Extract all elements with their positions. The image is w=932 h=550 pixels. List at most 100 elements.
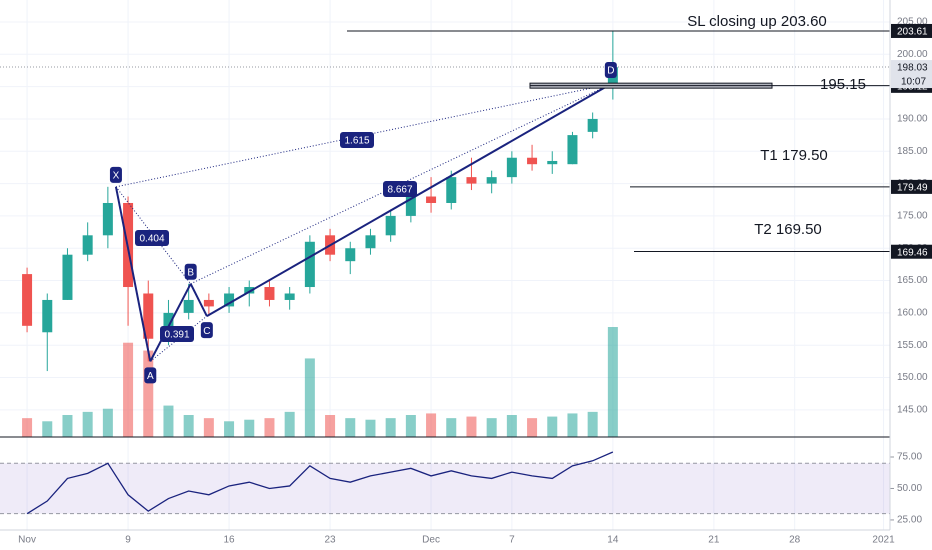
volume-bar: [22, 418, 33, 437]
x-tick-label: Nov: [18, 535, 36, 546]
ratio-label: 0.391: [164, 330, 189, 341]
pattern-leg: [206, 83, 612, 317]
volume-bar: [405, 415, 416, 437]
volume-bar: [224, 421, 235, 437]
candle-body: [102, 202, 113, 236]
price-label: 169.46: [897, 247, 928, 258]
volume-bar: [163, 405, 174, 437]
candle-body: [284, 293, 295, 300]
ratio-box: [135, 230, 169, 246]
volume-bar: [123, 342, 134, 437]
pattern-point-label: B: [187, 267, 194, 278]
candle-body: [587, 118, 598, 132]
volume-bar: [607, 327, 618, 437]
pattern-point-box: [109, 166, 122, 183]
level-text: 195.15: [820, 76, 866, 93]
volume-bar: [587, 411, 598, 437]
pattern-leg: [114, 186, 152, 362]
ratio-label: 8.667: [387, 185, 412, 196]
pattern-leg: [189, 283, 208, 317]
volume-bar: [385, 418, 396, 437]
y-tick-label: 155.00: [897, 340, 928, 351]
ratio-box: [340, 132, 374, 148]
rsi-line: [26, 451, 614, 515]
volume-bar: [42, 421, 53, 437]
y-tick-label: 160.00: [897, 308, 928, 319]
candle-body: [143, 293, 154, 339]
volume-bar: [82, 411, 93, 437]
pattern-point-box: [144, 367, 157, 384]
candle-body: [82, 235, 93, 255]
volume-bar: [426, 413, 437, 437]
pattern-point-box: [604, 62, 617, 79]
rsi-band: [0, 463, 890, 514]
y-tick-label: 175.00: [897, 211, 928, 222]
rsi-tick-label: 75.00: [897, 452, 922, 463]
volume-bar: [446, 418, 457, 437]
volume-bar: [244, 419, 255, 437]
x-tick-label: 2021: [872, 535, 895, 546]
volume-bar: [547, 416, 558, 437]
x-tick-label: 23: [325, 535, 337, 546]
x-tick-label: Dec: [422, 535, 440, 546]
rsi-tick-label: 50.00: [897, 483, 922, 494]
volume-bar: [183, 415, 194, 437]
candle-body: [244, 287, 255, 294]
volume-bar: [506, 415, 517, 437]
volume-bar: [567, 413, 578, 437]
pattern-point-label: A: [147, 371, 154, 382]
candle-body: [304, 241, 315, 288]
candle-body: [42, 299, 53, 333]
candle-body: [203, 299, 214, 307]
volume-bar: [527, 418, 538, 437]
pattern-leg: [149, 283, 192, 362]
candle-body: [365, 235, 376, 249]
volume-bar: [143, 350, 154, 437]
volume-bar: [304, 358, 315, 437]
x-tick-label: 7: [509, 535, 515, 546]
last-price-label: 198.03: [897, 63, 928, 74]
candle-body: [547, 160, 558, 165]
y-tick-label: 185.00: [897, 146, 928, 157]
y-tick-label: 190.00: [897, 114, 928, 125]
level-text: T2 169.50: [754, 221, 822, 238]
volume-bar: [264, 418, 275, 437]
price-label: 203.61: [897, 27, 928, 38]
volume-bar: [325, 415, 336, 437]
candle-body: [446, 177, 457, 203]
volume-bar: [466, 416, 477, 437]
pattern-point-label: C: [203, 326, 210, 337]
y-tick-label: 145.00: [897, 404, 928, 415]
candle-body: [345, 248, 356, 262]
candle-body: [183, 299, 194, 313]
last-price-box: [891, 60, 932, 89]
level-text: SL closing up 203.60: [687, 13, 827, 30]
candle-body: [426, 196, 437, 203]
candle-body: [567, 135, 578, 165]
level-text: T1 179.50: [760, 147, 828, 164]
volume-bar: [102, 408, 113, 437]
candle-body: [224, 293, 235, 307]
pattern-point-label: D: [607, 66, 614, 77]
x-tick-label: 16: [224, 535, 236, 546]
pattern-dotted-line: [115, 186, 192, 285]
volume-bar: [365, 419, 376, 437]
volume-bar: [284, 411, 295, 437]
price-label-box: [891, 23, 932, 38]
price-label: 179.49: [897, 183, 928, 194]
y-tick-label: 150.00: [897, 372, 928, 383]
ratio-box: [383, 181, 417, 197]
x-tick-label: 28: [789, 535, 801, 546]
candle-body: [22, 274, 33, 326]
price-label-box: [891, 179, 932, 194]
candle-body: [385, 215, 396, 236]
volume-bar: [62, 415, 73, 437]
ratio-label: 1.615: [344, 136, 369, 147]
x-tick-label: 21: [708, 535, 720, 546]
y-tick-label: 165.00: [897, 275, 928, 286]
countdown: 10:07: [901, 77, 926, 88]
pattern-dotted-line: [190, 83, 612, 285]
